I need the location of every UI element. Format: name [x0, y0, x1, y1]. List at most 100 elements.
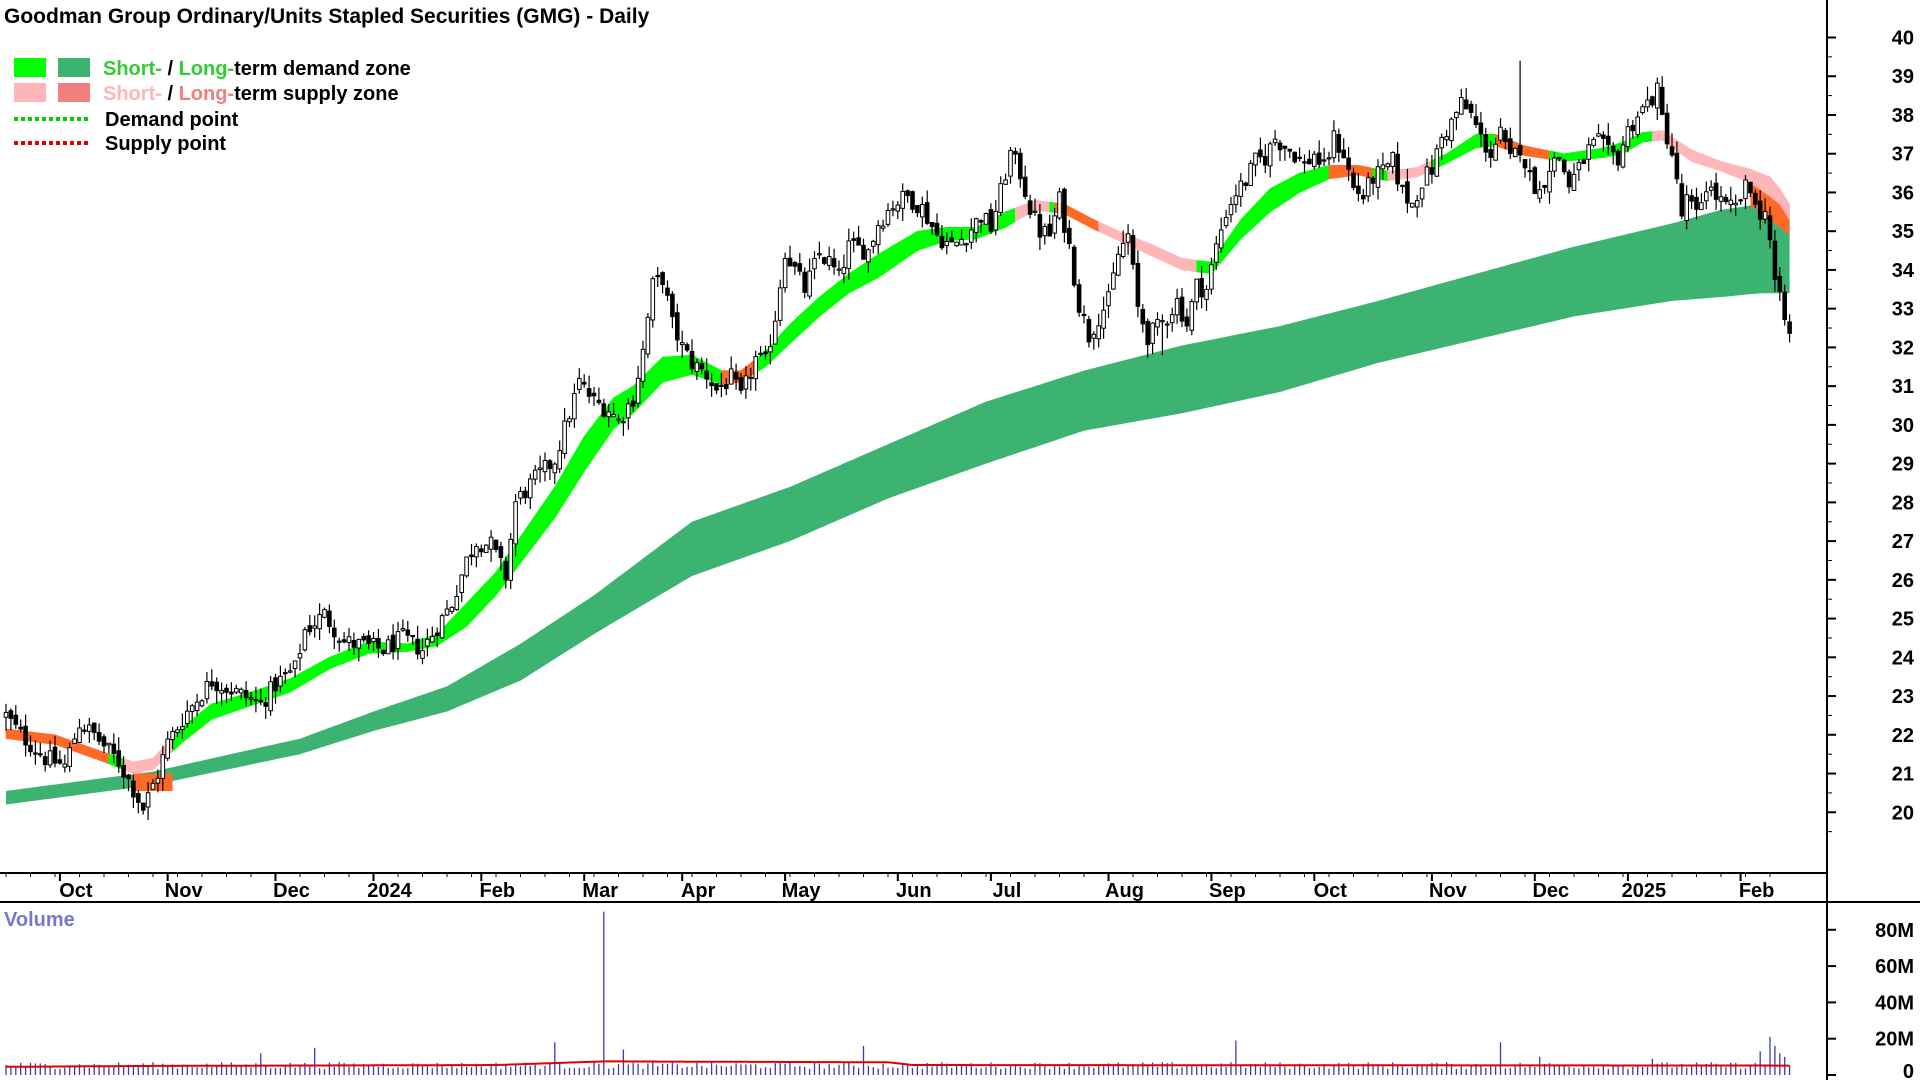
- candle-body: [1718, 196, 1724, 202]
- candle-body: [366, 635, 371, 644]
- candle: [224, 684, 229, 704]
- candle-body: [1204, 289, 1209, 300]
- short-term-supply-segment: [1534, 147, 1540, 159]
- candle: [415, 625, 420, 660]
- volume-axis: 80M 60M 40M 20M 0: [1827, 920, 1914, 1080]
- candle-body: [988, 209, 994, 232]
- candle: [1503, 127, 1508, 149]
- short-term-demand-segment: [838, 277, 845, 302]
- candle: [1498, 118, 1503, 144]
- candle: [1179, 288, 1185, 328]
- short-term-demand-segment: [236, 694, 242, 712]
- candle: [635, 365, 641, 408]
- candle: [934, 213, 940, 237]
- candle: [165, 731, 170, 762]
- candle: [474, 543, 479, 568]
- candle: [57, 750, 63, 765]
- candle-body: [601, 403, 607, 417]
- candle-body: [194, 701, 200, 712]
- candle-body: [768, 346, 773, 353]
- candle: [856, 225, 861, 246]
- candle-body: [1468, 103, 1474, 113]
- short-term-supply-segment: [1544, 149, 1550, 160]
- candle-body: [758, 352, 763, 355]
- candle-body: [831, 258, 837, 268]
- candle: [1326, 151, 1332, 166]
- candle: [817, 241, 822, 260]
- candle: [283, 668, 288, 685]
- short-term-demand-segment: [1279, 180, 1286, 206]
- candle: [875, 220, 881, 255]
- candle-body: [234, 687, 239, 693]
- candle-body: [1179, 296, 1185, 322]
- candle: [430, 626, 435, 643]
- short-term-supply-segment: [1093, 219, 1099, 232]
- price-tick-label: 32: [1892, 337, 1914, 359]
- short-term-supply-segment: [1157, 246, 1163, 262]
- candle: [1733, 194, 1739, 216]
- short-term-demand-segment: [588, 422, 595, 466]
- candle: [1008, 147, 1013, 184]
- candle: [1022, 165, 1028, 200]
- volume-tick-label: 80M: [1875, 920, 1914, 942]
- candle-body: [1606, 135, 1611, 146]
- candle-body: [851, 238, 857, 241]
- candle-body: [1708, 186, 1714, 191]
- price-tick-label: 25: [1892, 609, 1914, 631]
- candle-body: [1762, 211, 1768, 220]
- short-term-demand-segment: [348, 647, 355, 662]
- short-term-demand-segment: [672, 355, 678, 381]
- candle: [214, 677, 219, 705]
- candle-body: [1738, 199, 1743, 202]
- short-term-demand-segment: [1284, 177, 1291, 203]
- candle-body: [1243, 182, 1249, 187]
- candle: [493, 539, 499, 553]
- candle-body: [1390, 151, 1396, 167]
- candle-body: [885, 210, 891, 225]
- candle: [1694, 187, 1699, 220]
- candle: [1351, 167, 1356, 191]
- legend-demand-zone: Short- / Long-term demand zone: [103, 58, 411, 80]
- candle: [851, 231, 857, 253]
- candle: [1214, 235, 1219, 270]
- candle: [768, 334, 773, 365]
- candle: [885, 203, 891, 227]
- candle: [1037, 204, 1043, 251]
- candle-body: [724, 384, 729, 390]
- short-term-supply-segment: [1098, 221, 1104, 235]
- candle: [562, 408, 567, 459]
- time-tick-label: Sep: [1209, 880, 1246, 902]
- short-term-supply-segment: [133, 760, 139, 774]
- candle: [67, 742, 73, 772]
- short-term-supply-segment: [1735, 164, 1741, 180]
- candle-body: [777, 287, 783, 321]
- candle: [1194, 278, 1200, 311]
- short-term-demand-segment: [1005, 209, 1011, 228]
- candle: [822, 256, 827, 266]
- short-term-supply-segment: [44, 733, 51, 745]
- candle-body: [1542, 184, 1547, 188]
- candle: [297, 643, 303, 671]
- candle-body: [1743, 179, 1748, 200]
- candle-body: [1018, 152, 1023, 180]
- candle: [1743, 175, 1748, 209]
- candle: [1258, 137, 1263, 163]
- price-tick-label: 21: [1892, 764, 1914, 786]
- candle-body: [822, 257, 827, 264]
- candle-body: [356, 638, 362, 649]
- candle-body: [385, 639, 391, 655]
- short-term-demand-segment: [1000, 211, 1006, 230]
- short-term-supply-segment: [142, 758, 149, 772]
- candle: [1062, 187, 1067, 243]
- candle: [924, 190, 930, 225]
- candle: [395, 621, 401, 660]
- candle: [537, 455, 543, 483]
- candle-body: [1263, 155, 1268, 166]
- short-term-demand-segment: [338, 651, 345, 666]
- candle: [993, 199, 999, 236]
- candle-body: [635, 377, 641, 404]
- candle-body: [464, 556, 469, 577]
- candle-body: [552, 463, 558, 474]
- short-term-demand-segment: [1318, 166, 1325, 184]
- candle-body: [302, 629, 308, 651]
